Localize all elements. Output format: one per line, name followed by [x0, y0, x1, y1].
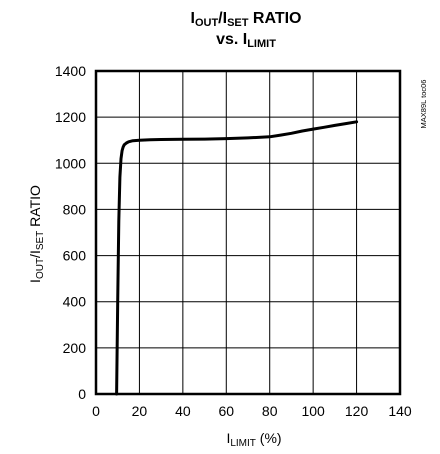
x-tick-labels: 0 20 40 60 80 100 120 140 [92, 403, 412, 419]
x-tick-label: 20 [132, 403, 148, 419]
y-tick-label: 1400 [55, 63, 86, 79]
grid [95, 70, 401, 395]
y-tick-labels: 0 200 400 600 800 1000 1200 1400 [55, 63, 86, 402]
y-tick-label: 600 [63, 248, 87, 264]
chart-title-line-2: vs. ILIMIT [216, 31, 276, 50]
y-tick-label: 200 [63, 340, 87, 356]
y-axis-label: IOUT/ISET RATIO [27, 185, 46, 283]
y-tick-label: 1200 [55, 109, 86, 125]
x-axis-label: ILIMIT (%) [226, 430, 281, 449]
x-tick-label: 140 [388, 403, 412, 419]
x-tick-label: 40 [175, 403, 191, 419]
y-tick-label: 800 [63, 201, 87, 217]
x-tick-label: 80 [262, 403, 278, 419]
chart-title-line-1: IOUT/ISET RATIO [190, 10, 301, 29]
series-group [115, 120, 359, 396]
y-tick-label: 0 [78, 386, 86, 402]
x-tick-label: 100 [301, 403, 325, 419]
series-line [115, 120, 359, 396]
figure-code-label: MAX89L toc06 [419, 80, 428, 129]
x-tick-label: 120 [345, 403, 369, 419]
x-tick-label: 0 [92, 403, 100, 419]
plot-frame [94, 69, 402, 396]
x-tick-label: 60 [218, 403, 234, 419]
y-tick-label: 400 [63, 294, 87, 310]
y-tick-label: 1000 [55, 155, 86, 171]
